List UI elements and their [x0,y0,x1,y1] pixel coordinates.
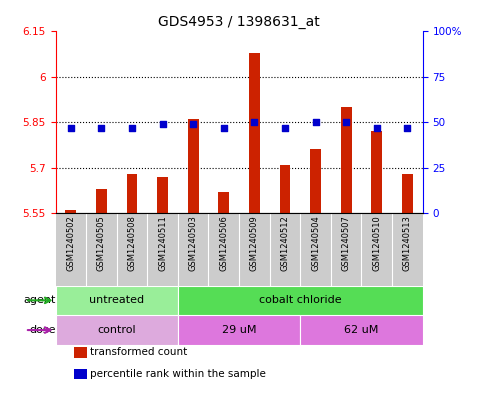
Text: 29 uM: 29 uM [222,325,256,335]
Text: GSM1240512: GSM1240512 [281,215,289,271]
Bar [249,53,260,213]
Bar [66,210,76,213]
Text: cobalt chloride: cobalt chloride [259,296,341,305]
Point [281,125,289,131]
Text: GSM1240513: GSM1240513 [403,215,412,271]
Bar [371,131,382,213]
Bar [56,286,178,315]
Bar [56,315,178,345]
Text: agent: agent [23,296,56,305]
Point [189,121,197,127]
Bar [402,174,412,213]
Text: dose: dose [29,325,56,335]
Text: GSM1240506: GSM1240506 [219,215,228,271]
Point [373,125,381,131]
Text: GSM1240508: GSM1240508 [128,215,137,271]
Bar [310,149,321,213]
Point [251,119,258,125]
Point [159,121,167,127]
Point [312,119,319,125]
Text: 62 uM: 62 uM [344,325,379,335]
Text: untreated: untreated [89,296,144,305]
Point [403,125,411,131]
Text: transformed count: transformed count [90,347,188,357]
Text: GSM1240503: GSM1240503 [189,215,198,271]
Bar [341,107,352,213]
Bar [178,286,423,315]
Bar [96,189,107,213]
Bar [178,315,300,345]
Text: GSM1240509: GSM1240509 [250,215,259,271]
Bar [74,369,87,379]
Point [98,125,105,131]
Bar [188,119,199,213]
Text: GSM1240504: GSM1240504 [311,215,320,271]
Point [342,119,350,125]
Text: GSM1240510: GSM1240510 [372,215,381,271]
Point [220,125,227,131]
Bar [74,347,87,358]
Bar [157,176,168,213]
Text: GSM1240511: GSM1240511 [158,215,167,271]
Text: GSM1240502: GSM1240502 [66,215,75,271]
Bar [127,174,137,213]
Text: GSM1240507: GSM1240507 [341,215,351,271]
Point [128,125,136,131]
Text: GSM1240505: GSM1240505 [97,215,106,271]
Bar [280,165,290,213]
Text: control: control [98,325,136,335]
Bar [218,192,229,213]
Title: GDS4953 / 1398631_at: GDS4953 / 1398631_at [158,15,320,29]
Text: percentile rank within the sample: percentile rank within the sample [90,369,266,379]
Bar [300,315,423,345]
Point [67,125,75,131]
